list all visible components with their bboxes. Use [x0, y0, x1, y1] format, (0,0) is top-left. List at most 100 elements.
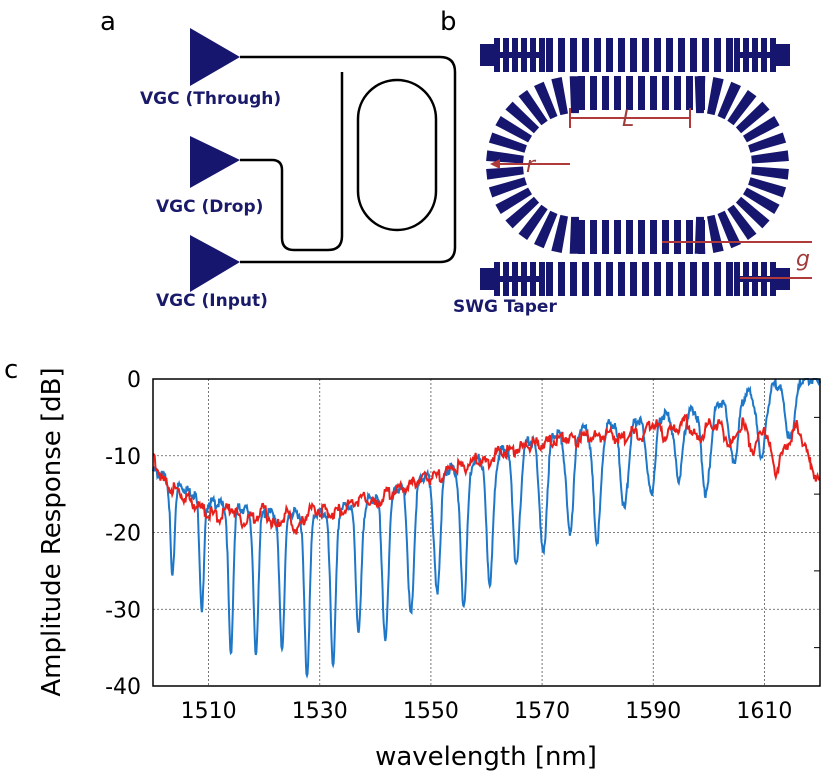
swg-taper-segment: [539, 262, 545, 296]
swg-ring-segment: [743, 116, 780, 143]
swg-ring-segment: [686, 76, 693, 110]
swg-racetrack-ring: [486, 76, 789, 254]
swg-ring-segment: [626, 76, 633, 110]
swg-ring-segment: [650, 220, 657, 254]
swg-ring-segment: [614, 220, 621, 254]
swg-bus-segment: [726, 38, 733, 72]
vgc-input-icon: [190, 235, 240, 292]
swg-taper-core: [480, 276, 540, 282]
swg-bus-segment: [642, 38, 649, 72]
amplitude-chart: 1510 1530 1550 1570 1590 1610 0 -10 -20 -30 -40 w…: [37, 367, 821, 772]
swg-bus-segment: [630, 38, 637, 72]
panel-c-letter: c: [4, 355, 18, 385]
swg-ring-segment: [495, 187, 532, 214]
swg-bus-segment: [654, 262, 661, 296]
swg-ring-segment: [748, 177, 787, 198]
swg-bus-segment: [678, 262, 685, 296]
swg-ring-segment: [486, 150, 524, 164]
y-ticks: 0 -10 -20 -30 -40: [105, 368, 141, 700]
plot-frame: [152, 378, 821, 687]
swg-ring-segment: [674, 220, 681, 254]
swg-ring-segment: [486, 166, 524, 180]
swg-bus-segment: [594, 38, 601, 72]
swg-bus-segment: [678, 38, 685, 72]
L-label: L: [622, 107, 634, 132]
racetrack-ring: [356, 78, 438, 232]
panel-b-schematic: L r g SWG Taper: [453, 38, 812, 317]
swg-bus-segment: [546, 262, 553, 296]
vgc-drop-icon: [190, 136, 240, 188]
vgc-drop-label: VGC (Drop): [156, 197, 263, 217]
panel-b-letter: b: [440, 7, 457, 37]
swg-bus-segment: [702, 38, 709, 72]
swg-ring-segment: [707, 214, 724, 253]
swg-ring-segment: [505, 101, 540, 134]
drop-waveguide: [240, 72, 344, 252]
y-axis-label: Amplitude Response [dB]: [37, 367, 67, 696]
swg-ring-segment: [727, 90, 757, 126]
r-label: r: [526, 153, 537, 178]
series-layer: [152, 378, 821, 679]
swg-ring-segment: [748, 132, 787, 153]
swg-ring-segment: [569, 76, 581, 114]
swg-ring-segment: [735, 196, 770, 229]
swg-ring-segment: [551, 214, 568, 253]
swg-ring-segment: [751, 150, 789, 164]
bus-waveguide: [240, 55, 457, 264]
swg-ring-segment: [534, 81, 558, 120]
y-tick-label: -10: [105, 445, 141, 470]
panel-a-letter: a: [100, 7, 116, 37]
x-tick-label: 1590: [625, 699, 681, 724]
swg-ring-segment: [707, 77, 724, 116]
swg-ring-segment: [626, 220, 633, 254]
swg-ring-segment: [578, 76, 585, 110]
panel-a-schematic: VGC (Through) VGC (Drop) VGC (Input): [140, 28, 457, 311]
swg-ring-segment: [694, 216, 706, 254]
swg-ring-segment: [578, 220, 585, 254]
vgc-input-label: VGC (Input): [156, 291, 268, 311]
swg-bus-segment: [630, 262, 637, 296]
swg-ring-segment: [751, 166, 789, 180]
swg-ring-segment: [614, 76, 621, 110]
swg-bus-segment: [666, 38, 673, 72]
y-tick-label: -40: [105, 675, 141, 700]
swg-bus-segment: [558, 262, 565, 296]
swg-bus-segment: [642, 262, 649, 296]
swg-ring-segment: [488, 177, 527, 198]
swg-bus-segment: [714, 38, 721, 72]
swg-ring-segment: [662, 220, 669, 254]
g-label: g: [796, 247, 810, 272]
swg-ring-segment: [602, 220, 609, 254]
x-tick-label: 1610: [736, 699, 792, 724]
swg-taper-segment: [776, 44, 790, 66]
x-tick-label: 1530: [292, 699, 348, 724]
swg-ring-segment: [518, 204, 548, 240]
swg-bus-segment: [582, 262, 589, 296]
swg-bus-segment: [702, 262, 709, 296]
swg-taper-core: [734, 52, 790, 58]
swg-ring-segment: [534, 210, 558, 249]
swg-bus-segment: [570, 38, 577, 72]
swg-ring-segment: [602, 76, 609, 110]
swg-ring-segment: [694, 76, 706, 114]
swg-ring-segment: [551, 77, 568, 116]
vgc-through-icon: [190, 28, 240, 86]
series-line-through: [152, 378, 821, 679]
x-tick-label: 1550: [403, 699, 459, 724]
swg-ring-segment: [590, 76, 597, 110]
swg-ring-segment: [495, 116, 532, 143]
x-tick-label: 1570: [514, 699, 570, 724]
series-line-drop: [152, 413, 821, 535]
swg-bus-segment: [546, 38, 553, 72]
swg-taper-core: [480, 52, 540, 58]
x-tick-label: 1510: [181, 699, 237, 724]
x-ticks: 1510 1530 1550 1570 1590 1610: [181, 699, 793, 724]
swg-ring-segment: [662, 76, 669, 110]
swg-bus-segment: [690, 38, 697, 72]
swg-bus-segment: [654, 38, 661, 72]
swg-ring-segment: [505, 196, 540, 229]
swg-bus-segment: [726, 262, 733, 296]
swg-ring-segment: [686, 220, 693, 254]
swg-bus-segment: [558, 38, 565, 72]
